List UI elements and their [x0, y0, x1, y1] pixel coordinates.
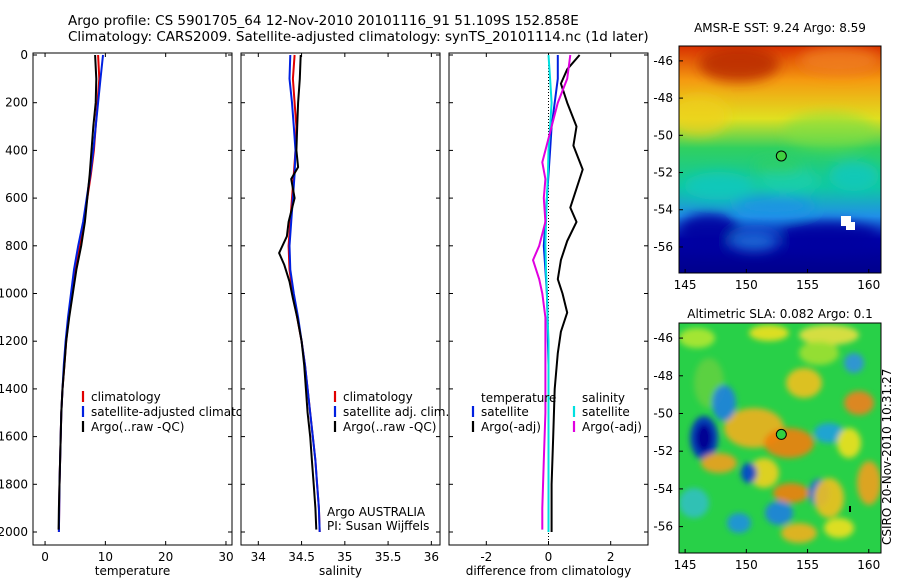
- x-tick-label: 35: [337, 550, 352, 564]
- land-patch: [841, 216, 851, 226]
- y-tick-label: -48: [653, 369, 673, 383]
- x-axis-label: difference from climatology: [466, 564, 632, 578]
- x-tick-label: 155: [796, 278, 819, 292]
- x-tick-label: 2: [607, 550, 615, 564]
- x-tick-label: 20: [158, 550, 173, 564]
- y-tick-label: 600: [5, 191, 28, 205]
- x-tick-label: 34: [251, 550, 266, 564]
- legend-entry: climatology: [343, 390, 413, 404]
- series-line-3: [544, 54, 553, 532]
- y-tick-label: -46: [653, 331, 673, 345]
- legend-entry: Argo(-adj): [481, 420, 541, 434]
- legend-entry: Argo(..raw -QC): [343, 420, 436, 434]
- y-tick-label: -50: [653, 406, 673, 420]
- y-tick-label: 1600: [0, 430, 28, 444]
- x-tick-label: 150: [735, 278, 758, 292]
- x-axis-label: temperature: [95, 564, 170, 578]
- map-title: AMSR-E SST: 9.24 Argo: 8.59: [694, 21, 866, 35]
- x-tick-label: 0: [41, 550, 49, 564]
- series-line-2: [550, 54, 584, 532]
- y-tick-label: 400: [5, 143, 28, 157]
- y-tick-label: 1400: [0, 382, 28, 396]
- y-tick-label: 200: [5, 96, 28, 110]
- y-tick-label: -52: [653, 444, 673, 458]
- series-line-3: [278, 54, 318, 530]
- x-tick-label: 35.5: [375, 550, 402, 564]
- legend-entry: climatology: [91, 390, 161, 404]
- x-tick-label: 145: [674, 558, 697, 572]
- figure-title-1: Argo profile: CS 5901705_64 12-Nov-2010 …: [68, 13, 579, 29]
- attribution-note: PI: Susan Wijffels: [327, 519, 429, 533]
- attribution-note: Argo AUSTRALIA: [327, 505, 426, 519]
- y-tick-label: -52: [653, 166, 673, 180]
- x-tick-label: -2: [480, 550, 492, 564]
- axes-frame: [240, 52, 441, 546]
- legend-entry: satellite-adjusted climatology: [91, 405, 269, 419]
- x-tick-label: 34.5: [288, 550, 315, 564]
- map-frame: [678, 45, 882, 274]
- y-tick-label: -54: [653, 203, 673, 217]
- x-tick-label: 160: [857, 558, 880, 572]
- profile-panel-1: 0 10 20 30 temperature 0 200 400 600 800 1000 1200 1…: [0, 48, 269, 578]
- x-tick-label: 150: [735, 558, 758, 572]
- y-tick-label: -48: [653, 91, 673, 105]
- series-line-4: [532, 54, 572, 530]
- y-tick-label: -46: [653, 54, 673, 68]
- legend-entry: satellite adj. clim.: [343, 405, 449, 419]
- land-patch: [846, 222, 855, 230]
- map-panel-2: Altimetric SLA: 0.082 Argo: 0.1 145 150 155…: [653, 307, 882, 572]
- x-axis-label: salinity: [319, 564, 362, 578]
- x-tick-label: 155: [796, 558, 819, 572]
- x-tick-label: 0: [545, 550, 553, 564]
- sla-texture: [679, 325, 881, 543]
- y-tick-label: 800: [5, 239, 28, 253]
- float-location-marker: [775, 150, 787, 162]
- series-line-2: [288, 54, 321, 533]
- legend-title: salinity: [582, 391, 625, 405]
- legend-entry: satellite: [481, 405, 529, 419]
- profile-panel-2: 34 34.5 35 35.5 36 salinity climatologysatelli…: [240, 52, 449, 578]
- y-tick-label: -56: [653, 520, 673, 534]
- x-tick-label: 145: [674, 278, 697, 292]
- map-panel-1: AMSR-E SST: 9.24 Argo: 8.59 145 150 155 160 -…: [653, 21, 882, 292]
- y-tick-label: 1800: [0, 477, 28, 491]
- y-tick-label: 0: [20, 48, 28, 62]
- x-tick-label: 160: [857, 278, 880, 292]
- land-mark: [849, 506, 851, 512]
- legend-entry: Argo(..raw -QC): [91, 420, 184, 434]
- y-tick-label: -54: [653, 482, 673, 496]
- legend-entry: satellite: [582, 405, 630, 419]
- y-tick-label: -50: [653, 128, 673, 142]
- x-tick-label: 36: [424, 550, 439, 564]
- x-tick-label: 10: [98, 550, 113, 564]
- legend-entry: Argo(-adj): [582, 420, 642, 434]
- y-tick-label: 1200: [0, 334, 28, 348]
- y-tick-label: 1000: [0, 287, 28, 301]
- y-tick-label: 2000: [0, 525, 28, 539]
- series-line-3: [57, 54, 98, 530]
- sst-texture: [679, 46, 879, 251]
- x-tick-label: 30: [218, 550, 233, 564]
- y-tick-label: -56: [653, 240, 673, 254]
- legend-title: temperature: [481, 391, 556, 405]
- map-frame: [678, 322, 882, 554]
- axes-frame: [32, 52, 233, 546]
- map-title: Altimetric SLA: 0.082 Argo: 0.1: [687, 307, 872, 321]
- float-location-marker: [775, 428, 787, 440]
- figure-title-2: Climatology: CARS2009. Satellite-adjuste…: [68, 29, 649, 45]
